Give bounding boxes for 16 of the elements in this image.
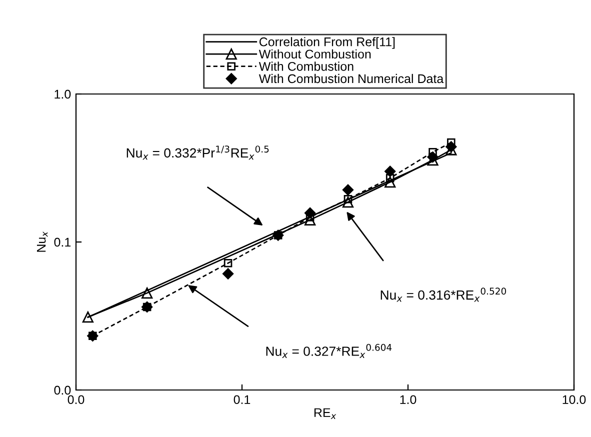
- legend-label: With Combustion Numerical Data: [258, 74, 444, 84]
- legend-label: Correlation From Ref[11]: [259, 37, 395, 49]
- legend-label: With Combustion: [258, 62, 354, 71]
- x-axis-title: RE$_{x}$: [314, 408, 336, 419]
- annotation: Nu$_{x}$ = 0.316*RE$_{x}$$^{0.520}$: [380, 288, 506, 302]
- x-tick-label: 0.0: [68, 395, 84, 404]
- x-tick-label: 1.0: [400, 395, 416, 404]
- annotation: Nu$_{x}$ = 0.332*Pr$^{1/3}$RE$_{x}$$^{0.5}$: [126, 146, 269, 160]
- y-axis-title: Nu$_{x}$: [36, 231, 48, 252]
- x-tick-label: 10.0: [562, 395, 586, 404]
- annotation: Nu$_{x}$ = 0.327*RE$_{x}$$^{0.604}$: [266, 344, 392, 358]
- legend-label: Without Combustion: [258, 49, 371, 59]
- x-tick-label: 0.1: [234, 395, 250, 404]
- y-tick-label: 0.1: [54, 238, 71, 247]
- y-tick-label: 0.0: [54, 386, 71, 395]
- y-tick-label: 1.0: [54, 90, 71, 99]
